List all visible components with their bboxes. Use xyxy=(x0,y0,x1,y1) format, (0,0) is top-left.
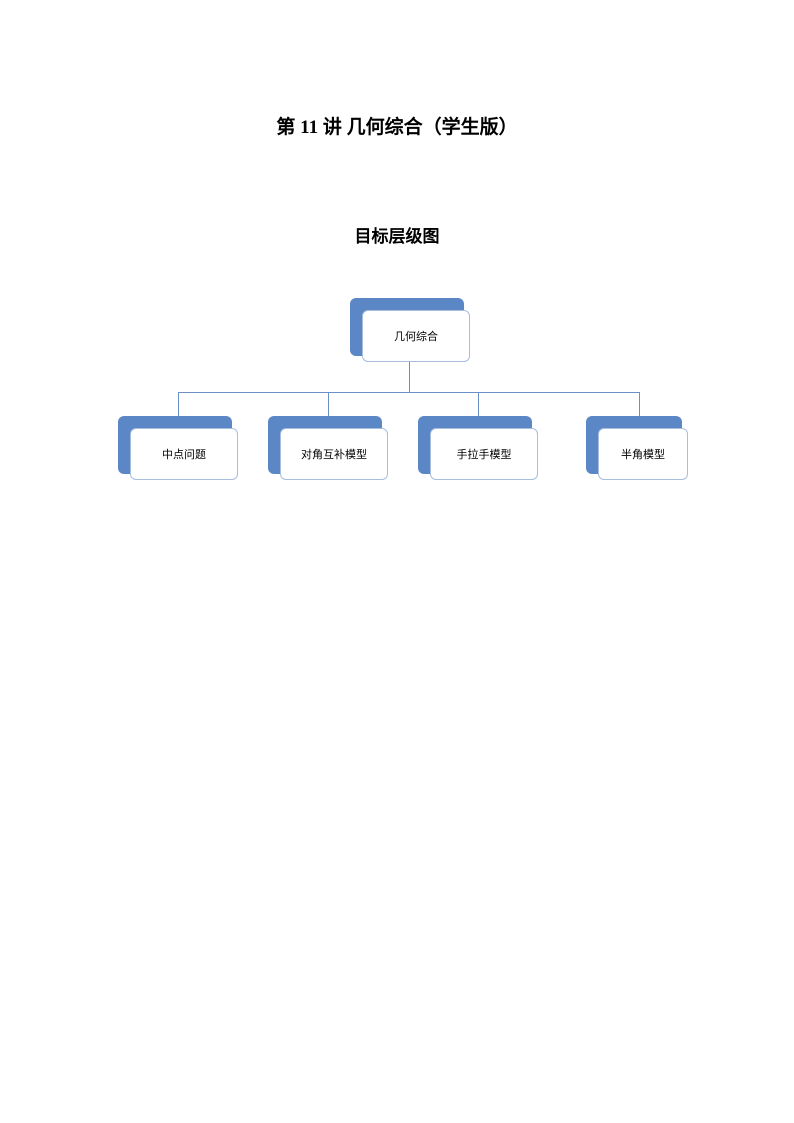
root-node-label: 几何综合 xyxy=(394,328,438,344)
connector-child-4 xyxy=(639,392,640,416)
child-node-4-label: 半角模型 xyxy=(621,446,665,462)
page-title: 第 11 讲 几何综合（学生版） xyxy=(0,112,794,139)
hierarchy-diagram: 几何综合 中点问题 对角互补模型 手拉手模型 半角模型 xyxy=(118,298,694,498)
subtitle: 目标层级图 xyxy=(0,222,794,247)
child-node-3-front: 手拉手模型 xyxy=(430,428,538,480)
child-node-4-front: 半角模型 xyxy=(598,428,688,480)
connector-child-3 xyxy=(478,392,479,416)
child-node-2-front: 对角互补模型 xyxy=(280,428,388,480)
connector-hbar xyxy=(178,392,640,393)
connector-root-drop xyxy=(409,362,410,392)
connector-child-2 xyxy=(328,392,329,416)
child-node-1-front: 中点问题 xyxy=(130,428,238,480)
child-node-2-label: 对角互补模型 xyxy=(301,446,367,462)
connector-child-1 xyxy=(178,392,179,416)
child-node-1-label: 中点问题 xyxy=(162,446,206,462)
child-node-3-label: 手拉手模型 xyxy=(457,446,512,462)
root-node-front: 几何综合 xyxy=(362,310,470,362)
